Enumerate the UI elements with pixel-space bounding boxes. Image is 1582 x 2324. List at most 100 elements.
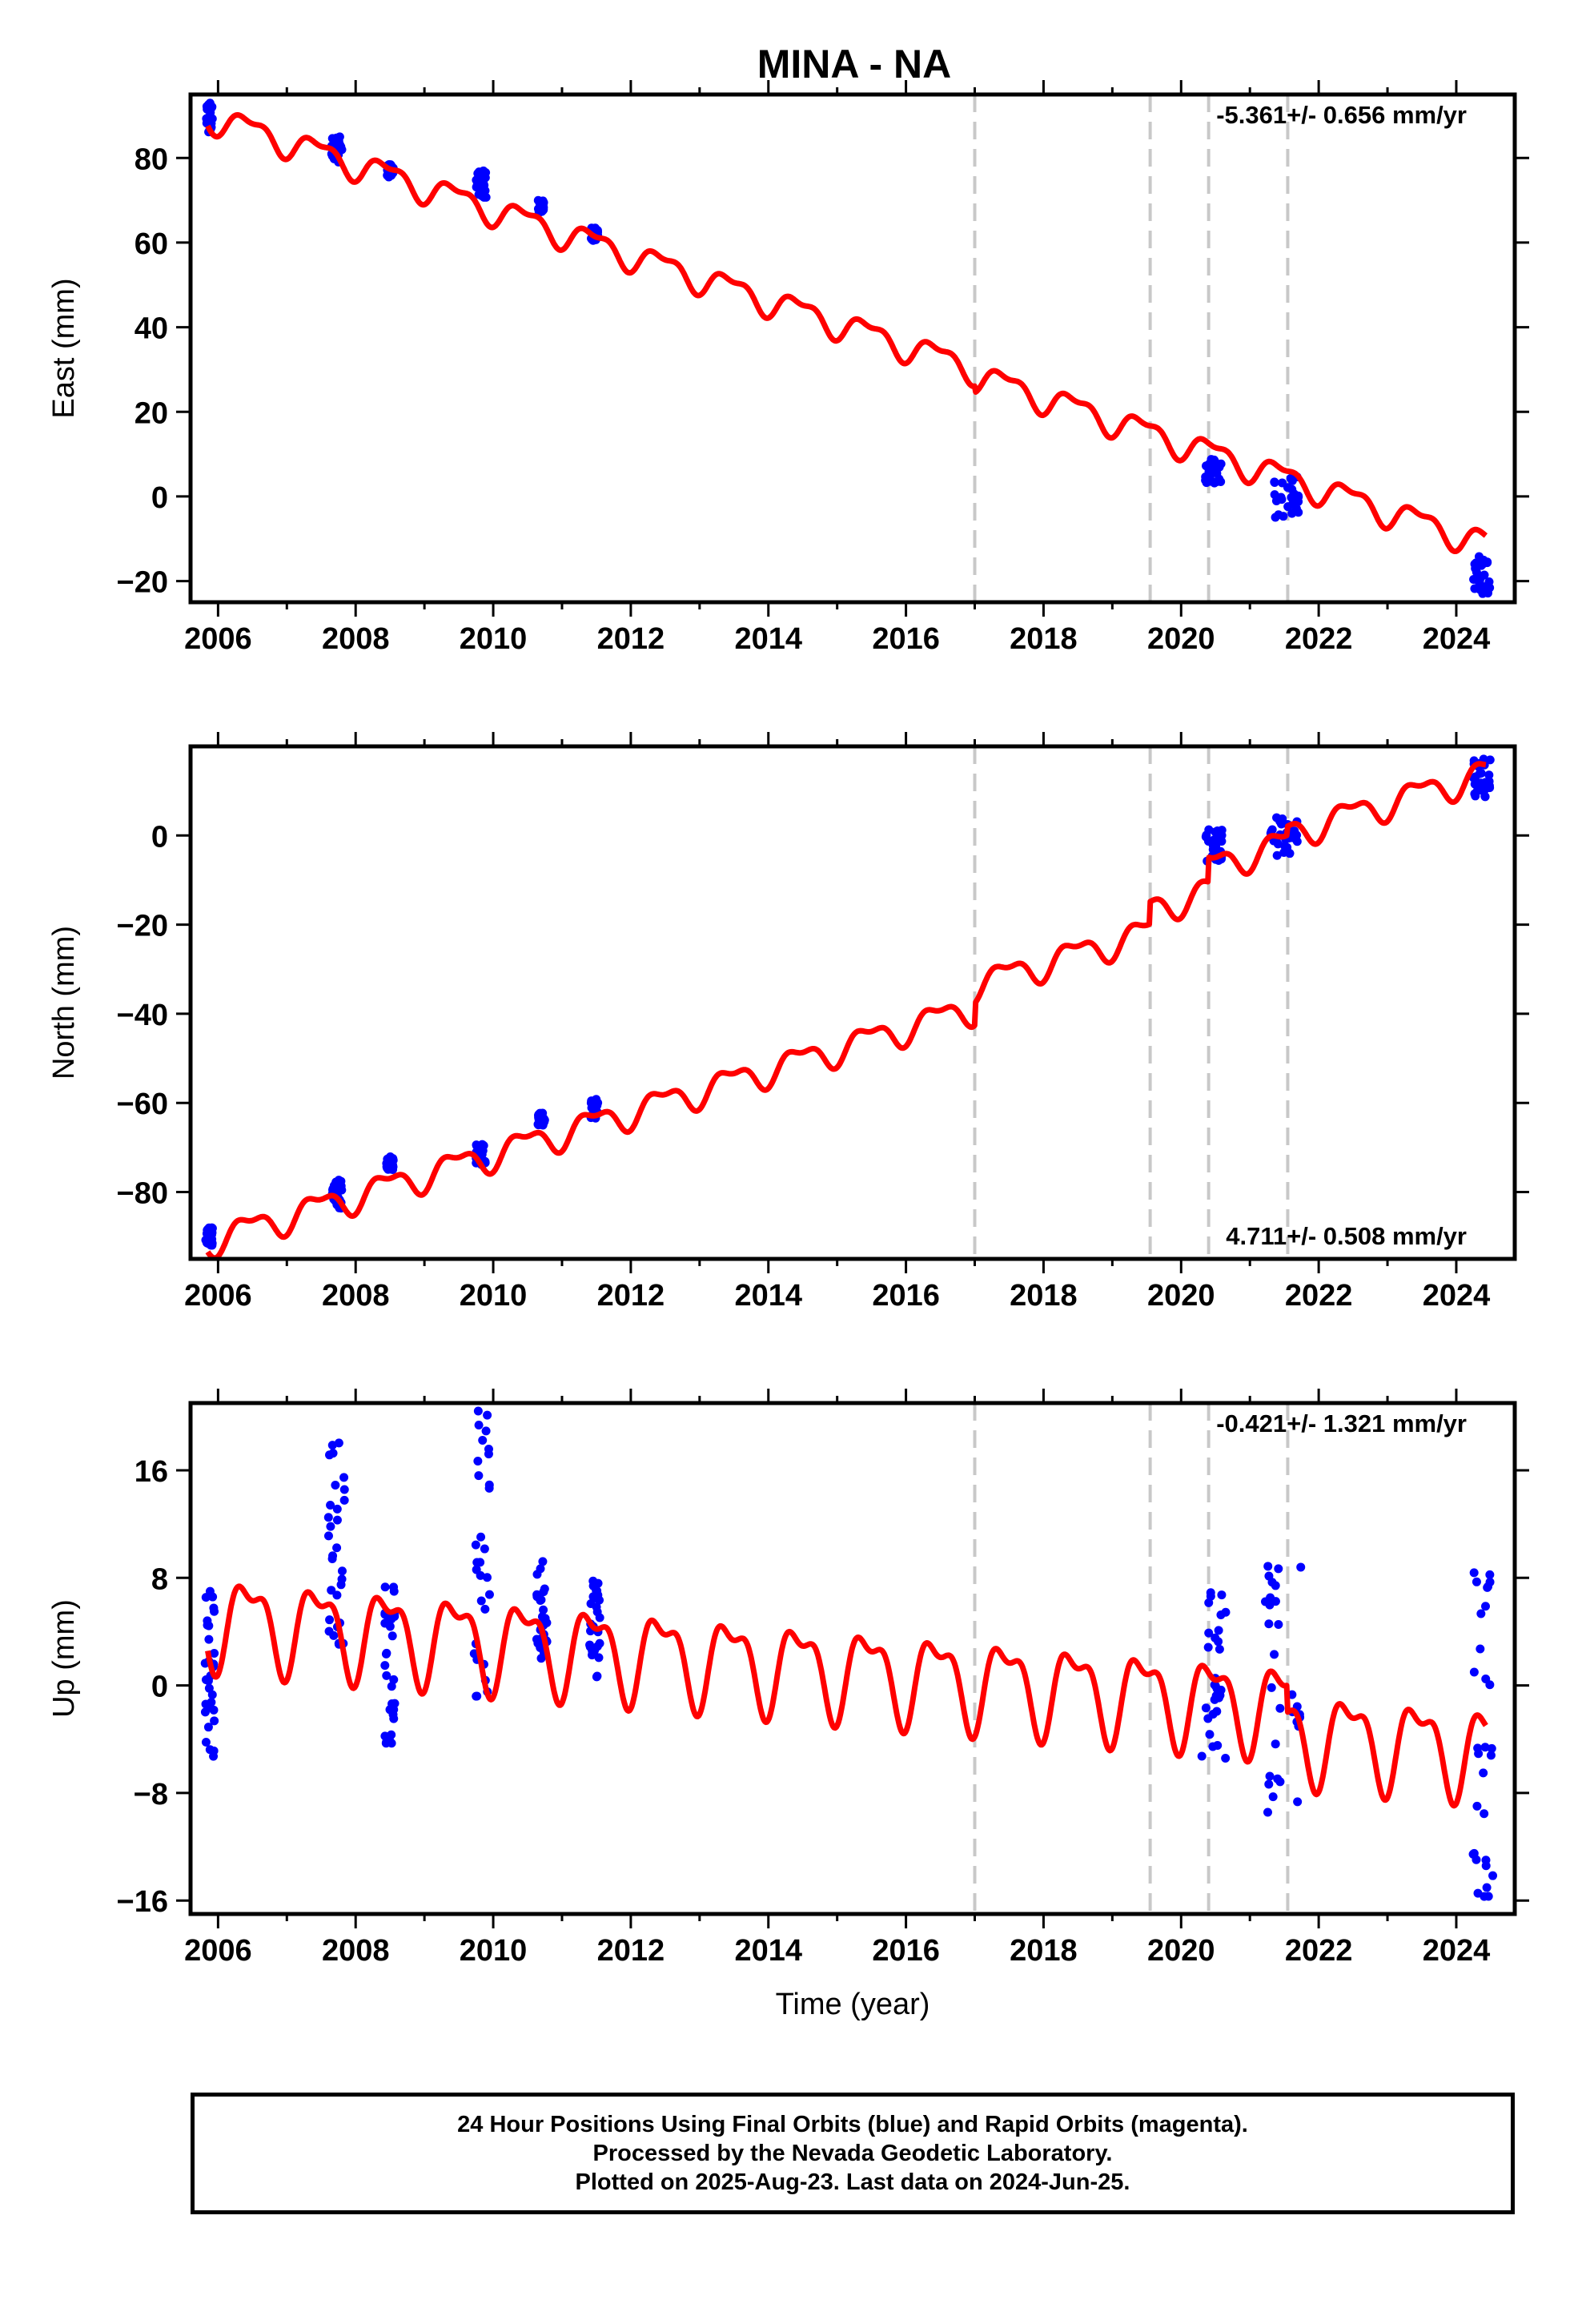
data-point xyxy=(592,1671,602,1681)
x-tick-label: 2020 xyxy=(1147,622,1215,656)
data-point xyxy=(594,1653,604,1663)
data-point xyxy=(1474,577,1484,587)
data-point xyxy=(1471,564,1480,573)
data-point xyxy=(472,175,481,185)
data-point xyxy=(1263,1807,1272,1817)
data-point xyxy=(1472,1855,1481,1864)
data-point xyxy=(1476,1644,1485,1654)
model-curve xyxy=(205,112,1488,554)
data-point xyxy=(327,1586,336,1595)
data-point xyxy=(1479,1768,1488,1778)
data-point xyxy=(593,1098,603,1108)
data-point xyxy=(1472,1801,1482,1811)
footer-note: 24 Hour Positions Using Final Orbits (bl… xyxy=(191,2093,1515,2214)
data-point xyxy=(1487,1743,1496,1753)
data-point xyxy=(1271,513,1280,522)
data-point xyxy=(1279,512,1288,521)
y-tick-label: 60 xyxy=(135,227,168,261)
data-point xyxy=(1293,1797,1303,1807)
y-tick-label: −40 xyxy=(117,999,168,1032)
rate-label: -5.361+/- 0.656 mm/yr xyxy=(1216,101,1467,129)
data-point xyxy=(1272,850,1282,860)
data-point xyxy=(536,1116,546,1126)
data-point xyxy=(325,1615,335,1625)
data-point xyxy=(1480,570,1489,580)
y-tick-label: −80 xyxy=(117,1177,168,1211)
y-tick-label: 0 xyxy=(151,1671,168,1704)
data-point xyxy=(1276,819,1286,829)
data-point xyxy=(472,1565,481,1574)
x-tick-label: 2024 xyxy=(1423,622,1491,656)
data-point xyxy=(385,1161,395,1171)
footer-line-3: Plotted on 2025-Aug-23. Last data on 202… xyxy=(575,2169,1130,2195)
data-point xyxy=(1206,1588,1215,1598)
rate-label: 4.711+/- 0.508 mm/yr xyxy=(1226,1222,1467,1250)
x-tick-label: 2008 xyxy=(322,1934,390,1968)
data-point xyxy=(206,1227,215,1236)
data-point xyxy=(1205,1730,1215,1739)
data-point xyxy=(339,1485,349,1494)
data-point xyxy=(1272,813,1282,822)
data-point xyxy=(1480,557,1489,567)
data-point xyxy=(1263,1562,1273,1571)
data-point xyxy=(1484,770,1494,780)
data-point xyxy=(1216,1610,1226,1620)
data-point xyxy=(1211,1633,1220,1642)
x-tick-label: 2018 xyxy=(1010,622,1078,656)
y-tick-label: 0 xyxy=(151,481,168,515)
data-point xyxy=(1485,755,1495,765)
data-point xyxy=(201,1675,211,1685)
footer-line-2: Processed by the Nevada Geodetic Laborat… xyxy=(592,2141,1113,2166)
data-point xyxy=(387,1631,397,1641)
data-points xyxy=(202,99,1495,598)
data-point xyxy=(1264,1619,1274,1629)
data-point xyxy=(1484,777,1494,786)
data-point xyxy=(337,1574,347,1584)
data-point xyxy=(1271,1581,1280,1590)
y-tick-label: −60 xyxy=(117,1088,168,1121)
panels: 2006 2008 2010 2012 2014 2016 2018 2020 2022 2024… xyxy=(47,80,1529,2021)
data-point xyxy=(1204,1628,1214,1638)
data-point xyxy=(1215,1691,1225,1700)
data-point xyxy=(474,1420,484,1429)
data-point xyxy=(477,191,487,201)
data-point xyxy=(328,1185,338,1195)
data-point xyxy=(326,1522,335,1531)
data-point xyxy=(1213,1740,1223,1750)
x-tick-label: 2016 xyxy=(872,1279,940,1313)
data-point xyxy=(1286,473,1295,483)
data-point xyxy=(209,1705,219,1715)
data-point xyxy=(1214,1626,1223,1635)
data-point xyxy=(1480,1743,1490,1752)
x-tick-label: 2008 xyxy=(322,622,390,656)
x-tick-label: 2008 xyxy=(322,1279,390,1313)
data-point xyxy=(1469,1568,1479,1578)
data-point xyxy=(203,116,213,126)
rate-label: -0.421+/- 1.321 mm/yr xyxy=(1216,1409,1467,1437)
x-tick-label: 2020 xyxy=(1147,1934,1215,1968)
data-point xyxy=(389,1675,399,1684)
data-point xyxy=(200,1707,210,1717)
data-point xyxy=(1275,1703,1285,1713)
data-point xyxy=(1271,497,1281,506)
data-point xyxy=(1469,1667,1479,1677)
data-point xyxy=(339,1473,349,1482)
y-tick-label: −16 xyxy=(117,1885,168,1919)
data-point xyxy=(381,1649,391,1659)
data-point xyxy=(1474,1749,1484,1759)
x-tick-label: 2016 xyxy=(872,1934,940,1968)
x-tick-label: 2014 xyxy=(734,622,802,656)
x-tick-label: 2006 xyxy=(184,1934,252,1968)
data-point xyxy=(474,1471,484,1481)
data-point xyxy=(323,1513,333,1522)
data-point xyxy=(536,202,545,211)
data-point xyxy=(1264,1571,1274,1581)
data-point xyxy=(1287,509,1297,518)
data-point xyxy=(539,1587,548,1597)
data-point xyxy=(1197,1751,1207,1761)
data-point xyxy=(1201,1703,1211,1713)
plot-frame xyxy=(188,1401,1517,1916)
data-point xyxy=(326,1500,335,1510)
data-point xyxy=(209,1603,219,1613)
data-point xyxy=(1470,584,1480,593)
